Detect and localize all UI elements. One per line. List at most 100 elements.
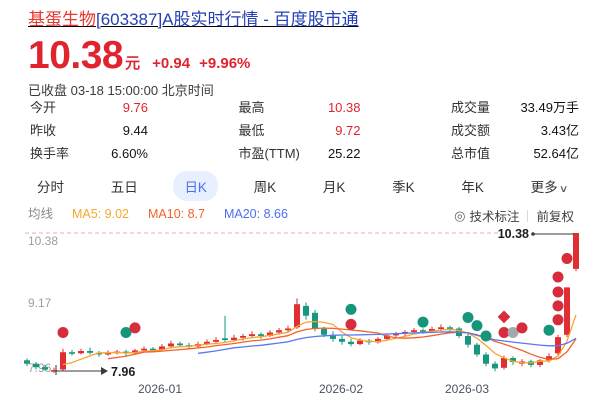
tab-label: 更多 xyxy=(530,180,558,195)
candle[interactable] xyxy=(96,351,102,357)
x-axis-label: 2026-01 xyxy=(138,382,182,396)
candle[interactable] xyxy=(339,336,345,345)
candle[interactable] xyxy=(303,302,309,320)
candle[interactable] xyxy=(168,340,174,348)
stat-row: 最高 10.38 xyxy=(239,99,361,116)
signal-marker xyxy=(417,316,429,328)
stat-row: 市盈(TTM) 25.22 xyxy=(239,145,361,162)
stock-name-highlight: 基蛋生物 xyxy=(28,10,96,29)
stat-label: 最低 xyxy=(238,123,265,138)
candle[interactable] xyxy=(465,333,471,348)
candle[interactable] xyxy=(51,367,57,373)
svg-text:10.38: 10.38 xyxy=(498,227,529,241)
price-unit: 元 xyxy=(125,55,141,72)
signal-marker xyxy=(471,320,483,332)
signal-marker xyxy=(480,330,492,342)
candle[interactable] xyxy=(42,364,48,371)
signal-marker xyxy=(561,253,573,264)
y-axis-label: 9.17 xyxy=(28,296,52,310)
tab-日K[interactable]: 日K xyxy=(173,171,218,201)
tab-周K[interactable]: 周K xyxy=(243,171,288,201)
candle[interactable] xyxy=(492,361,498,372)
stat-label: 成交量 xyxy=(451,100,491,115)
candle[interactable] xyxy=(24,358,30,367)
candle[interactable] xyxy=(537,359,543,368)
candle[interactable] xyxy=(294,298,300,329)
candle[interactable] xyxy=(87,347,93,355)
stat-row: 今开 9.76 xyxy=(30,99,148,116)
adjust-mode-button[interactable]: 前复权 xyxy=(536,210,574,224)
ma-legend-item: MA20: 8.66 xyxy=(223,207,288,221)
candle[interactable] xyxy=(375,337,381,344)
candlestick-chart[interactable]: 10.38 9.17 7.96 2026-01 2026-02 2026-03 10.38 7… xyxy=(0,226,600,407)
tab-分时[interactable]: 分时 xyxy=(26,171,75,201)
candle[interactable] xyxy=(474,342,480,357)
candle[interactable] xyxy=(222,315,228,343)
stat-value: 25.22 xyxy=(327,146,361,161)
candle[interactable] xyxy=(348,338,354,347)
y-axis-label: 10.38 xyxy=(28,234,58,248)
stat-value: 52.64亿 xyxy=(533,146,579,161)
stat-value: 33.49万手 xyxy=(520,100,579,115)
candle[interactable] xyxy=(33,362,39,370)
candle[interactable] xyxy=(573,233,579,272)
candle[interactable] xyxy=(330,331,336,342)
price-change-percent: +9.96% xyxy=(199,55,251,72)
signal-marker xyxy=(516,322,528,334)
candle[interactable] xyxy=(483,352,489,367)
signal-marker xyxy=(552,286,564,298)
candle[interactable] xyxy=(258,332,264,339)
signal-marker xyxy=(543,324,555,336)
candle[interactable] xyxy=(447,325,453,332)
candle[interactable] xyxy=(69,349,75,356)
candle[interactable] xyxy=(285,325,291,333)
result-title-rest: [603387]A股实时行情 - 百度股市通 xyxy=(96,10,359,29)
tab-季K[interactable]: 季K xyxy=(381,171,426,201)
candle[interactable] xyxy=(78,348,84,355)
tech-annotation-label: 技术标注 xyxy=(469,210,520,224)
price-block: 10.38 元 +0.94 +9.96% xyxy=(28,36,250,75)
signal-marker xyxy=(552,271,564,283)
stat-value: 3.43亿 xyxy=(540,123,579,138)
tab-月K[interactable]: 月K xyxy=(312,171,357,201)
high-annotation: 10.38 xyxy=(498,227,574,241)
stat-label: 总市值 xyxy=(451,146,491,161)
stat-label: 最高 xyxy=(238,100,265,115)
stat-row: 换手率 6.60% xyxy=(30,145,148,162)
candle[interactable] xyxy=(384,333,390,341)
tab-label: 季K xyxy=(392,180,415,195)
stats-column: 最高 10.38 最低 9.72 市盈(TTM) 25.22 xyxy=(239,99,361,162)
svg-text:7.96: 7.96 xyxy=(111,365,135,379)
signal-marker xyxy=(120,327,132,338)
y-axis-label: 7.96 xyxy=(28,361,52,375)
signal-marker xyxy=(462,312,474,323)
ma20-line xyxy=(197,331,577,354)
period-tabs: 分时 五日 日K 周K 月K 季K 年K 更多∨ xyxy=(26,171,578,201)
candle[interactable] xyxy=(60,348,66,371)
stat-row: 最低 9.72 xyxy=(239,122,361,139)
diamond-marker xyxy=(497,310,511,324)
stat-row: 总市值 52.64亿 xyxy=(451,145,579,162)
candle[interactable] xyxy=(564,287,570,338)
tab-label: 日K xyxy=(184,180,207,195)
stat-value: 6.60% xyxy=(111,146,148,161)
result-title-link[interactable]: 基蛋生物[603387]A股实时行情 - 百度股市通 xyxy=(28,10,359,30)
current-price: 10.38 xyxy=(28,34,124,77)
tab-label: 分时 xyxy=(37,180,64,195)
stats-column: 成交量 33.49万手 成交额 3.43亿 总市值 52.64亿 xyxy=(451,99,579,162)
signal-marker xyxy=(345,318,357,330)
tab-label: 周K xyxy=(253,180,277,195)
signal-marker xyxy=(57,327,69,338)
ma-legend: 均线 MA5: 9.02 MA10: 8.7 MA20: 8.66 xyxy=(28,207,288,222)
candle[interactable] xyxy=(393,331,399,338)
tab-五日[interactable]: 五日 xyxy=(100,171,149,201)
stat-value: 9.44 xyxy=(122,123,148,138)
vertical-divider xyxy=(527,209,529,222)
market-status: 已收盘 03-18 15:00:00 北京时间 xyxy=(28,83,214,98)
tab-年K[interactable]: 年K xyxy=(450,171,495,201)
tech-annotation-button[interactable]: ◎ 技术标注 xyxy=(454,206,519,225)
stat-row: 昨收 9.44 xyxy=(30,122,148,139)
tab-更多[interactable]: 更多∨ xyxy=(520,171,578,201)
candle[interactable] xyxy=(510,356,516,365)
